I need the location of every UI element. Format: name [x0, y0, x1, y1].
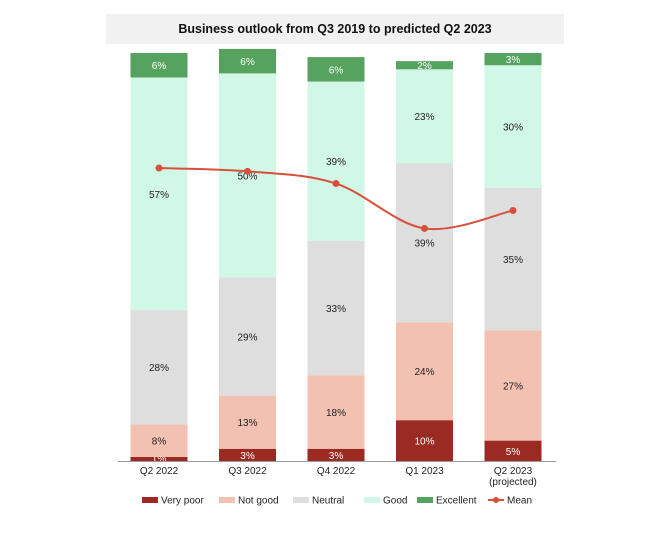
- bar-segment-neutral[interactable]: [130, 310, 188, 425]
- data-label: 18%: [326, 408, 346, 419]
- data-label: 6%: [152, 61, 167, 72]
- legend-label: Neutral: [312, 496, 344, 507]
- bar-segment-not-good[interactable]: [130, 424, 188, 457]
- data-label: 35%: [503, 255, 523, 266]
- data-label: 8%: [152, 437, 167, 448]
- x-tick-label: (projected): [489, 477, 537, 488]
- data-label: 23%: [414, 112, 434, 123]
- data-label: 13%: [237, 418, 257, 429]
- bar-segment-very-poor[interactable]: [484, 440, 542, 461]
- data-label: 5%: [506, 447, 521, 458]
- legend-label: Excellent: [436, 496, 477, 507]
- bar-segment-excellent[interactable]: [307, 57, 365, 82]
- bar-segment-neutral[interactable]: [396, 163, 453, 323]
- data-label: 2%: [417, 61, 432, 72]
- data-label: 10%: [414, 437, 434, 448]
- legend-swatch-mean-point: [493, 497, 499, 503]
- bar-segment-excellent[interactable]: [130, 53, 188, 78]
- legend-swatch-good: [364, 497, 380, 503]
- data-label: 3%: [506, 55, 521, 66]
- x-tick-label: Q2 2023: [494, 466, 533, 477]
- mean-point[interactable]: [421, 224, 428, 232]
- bar-segment-not-good[interactable]: [307, 375, 365, 449]
- data-label: 39%: [414, 239, 434, 250]
- legend-label: Mean: [507, 496, 532, 507]
- legend-swatch-very-poor: [142, 497, 158, 503]
- bar-segment-excellent[interactable]: [484, 53, 542, 66]
- mean-point[interactable]: [509, 206, 517, 214]
- data-label: 27%: [503, 382, 523, 393]
- mean-point[interactable]: [244, 167, 251, 175]
- data-label: 33%: [326, 304, 346, 315]
- data-label: 3%: [240, 451, 255, 462]
- legend-swatch-not-good: [219, 497, 235, 503]
- data-label: 6%: [240, 57, 255, 68]
- bar-segment-not-good[interactable]: [396, 322, 453, 421]
- bar-segment-good[interactable]: [484, 65, 542, 188]
- x-tick-label: Q2 2022: [140, 466, 179, 477]
- data-label: 50%: [237, 171, 257, 182]
- bar-segment-very-poor[interactable]: [219, 448, 276, 461]
- bar-segment-good[interactable]: [307, 81, 365, 241]
- data-label: 1%: [152, 454, 167, 465]
- data-label: 24%: [414, 367, 434, 378]
- legend-label: Not good: [238, 496, 279, 507]
- legend-swatch-neutral: [293, 497, 309, 503]
- data-label: 3%: [329, 451, 344, 462]
- bar-segment-good[interactable]: [130, 77, 188, 311]
- bar-segment-neutral[interactable]: [307, 240, 365, 376]
- bar-segment-neutral[interactable]: [219, 277, 276, 396]
- x-tick-label: Q1 2023: [405, 466, 444, 477]
- data-label: 39%: [326, 157, 346, 168]
- bar-segment-very-poor[interactable]: [130, 456, 188, 461]
- data-label: 28%: [149, 363, 169, 374]
- bar-segment-not-good[interactable]: [219, 395, 276, 449]
- data-label: 57%: [149, 190, 169, 201]
- bar-segment-excellent[interactable]: [219, 48, 276, 74]
- bar-segment-very-poor[interactable]: [307, 448, 365, 461]
- chart-title: Business outlook from Q3 2019 to predict…: [106, 14, 564, 44]
- bar-segment-excellent[interactable]: [396, 61, 453, 70]
- mean-point[interactable]: [332, 180, 340, 188]
- mean-point[interactable]: [155, 164, 163, 172]
- bar-segment-good[interactable]: [219, 73, 276, 278]
- data-label: 30%: [503, 122, 523, 133]
- data-label: 6%: [329, 65, 344, 76]
- data-label: 29%: [237, 333, 257, 344]
- legend-label: Very poor: [161, 496, 204, 507]
- bar-segment-good[interactable]: [396, 69, 453, 164]
- legend-swatch-excellent: [417, 497, 433, 503]
- legend-label: Good: [383, 496, 407, 507]
- bar-segment-not-good[interactable]: [484, 330, 542, 441]
- x-tick-label: Q4 2022: [317, 466, 356, 477]
- x-tick-label: Q3 2022: [228, 466, 267, 477]
- bar-segment-very-poor[interactable]: [396, 420, 453, 461]
